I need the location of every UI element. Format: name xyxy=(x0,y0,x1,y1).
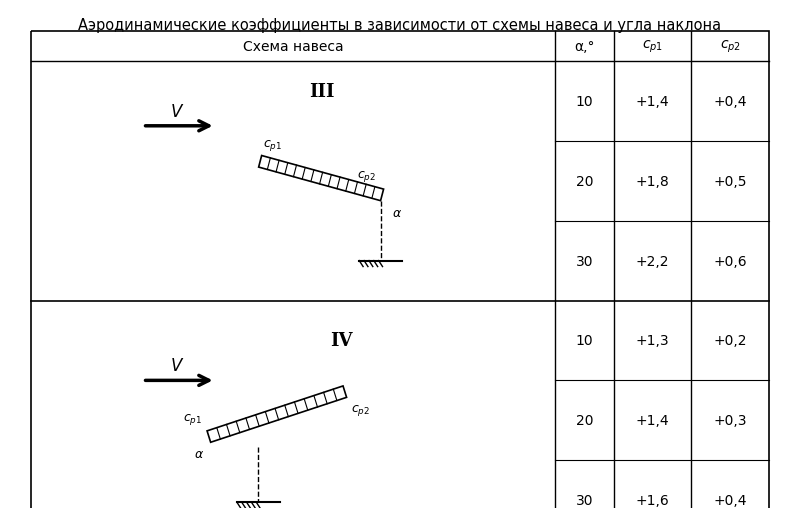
Text: $c_{p2}$: $c_{p2}$ xyxy=(720,39,741,55)
Text: +1,4: +1,4 xyxy=(636,413,670,428)
Text: 30: 30 xyxy=(576,254,594,268)
Text: 20: 20 xyxy=(576,413,594,428)
Text: +1,8: +1,8 xyxy=(636,175,670,188)
Text: $c_{p1}$: $c_{p1}$ xyxy=(263,138,282,153)
Text: Схема навеса: Схема навеса xyxy=(243,40,343,54)
Text: $c_{p1}$: $c_{p1}$ xyxy=(183,411,202,426)
Text: $c_{p2}$: $c_{p2}$ xyxy=(357,168,376,183)
Text: +1,3: +1,3 xyxy=(636,334,670,348)
Text: +0,4: +0,4 xyxy=(714,95,747,108)
Text: $c_{p1}$: $c_{p1}$ xyxy=(642,39,663,55)
Text: α: α xyxy=(392,206,401,219)
Text: V: V xyxy=(171,357,182,375)
Text: +2,2: +2,2 xyxy=(636,254,670,268)
Text: III: III xyxy=(310,82,335,101)
Text: V: V xyxy=(171,103,182,121)
Text: 10: 10 xyxy=(576,95,594,108)
Text: +1,6: +1,6 xyxy=(636,493,670,507)
Text: +0,2: +0,2 xyxy=(714,334,747,348)
Text: +0,6: +0,6 xyxy=(714,254,747,268)
Polygon shape xyxy=(258,156,383,201)
Text: 30: 30 xyxy=(576,493,594,507)
Text: α: α xyxy=(194,447,203,460)
Text: +0,3: +0,3 xyxy=(714,413,747,428)
Text: 20: 20 xyxy=(576,175,594,188)
Text: +0,5: +0,5 xyxy=(714,175,747,188)
Text: +1,4: +1,4 xyxy=(636,95,670,108)
Text: 10: 10 xyxy=(576,334,594,348)
Text: +0,4: +0,4 xyxy=(714,493,747,507)
Text: Аэродинамические коэффициенты в зависимости от схемы навеса и угла наклона: Аэродинамические коэффициенты в зависимо… xyxy=(78,18,722,33)
Text: IV: IV xyxy=(330,332,353,350)
Text: α,°: α,° xyxy=(574,40,594,54)
Text: $c_{p2}$: $c_{p2}$ xyxy=(351,403,370,417)
Polygon shape xyxy=(207,386,346,442)
